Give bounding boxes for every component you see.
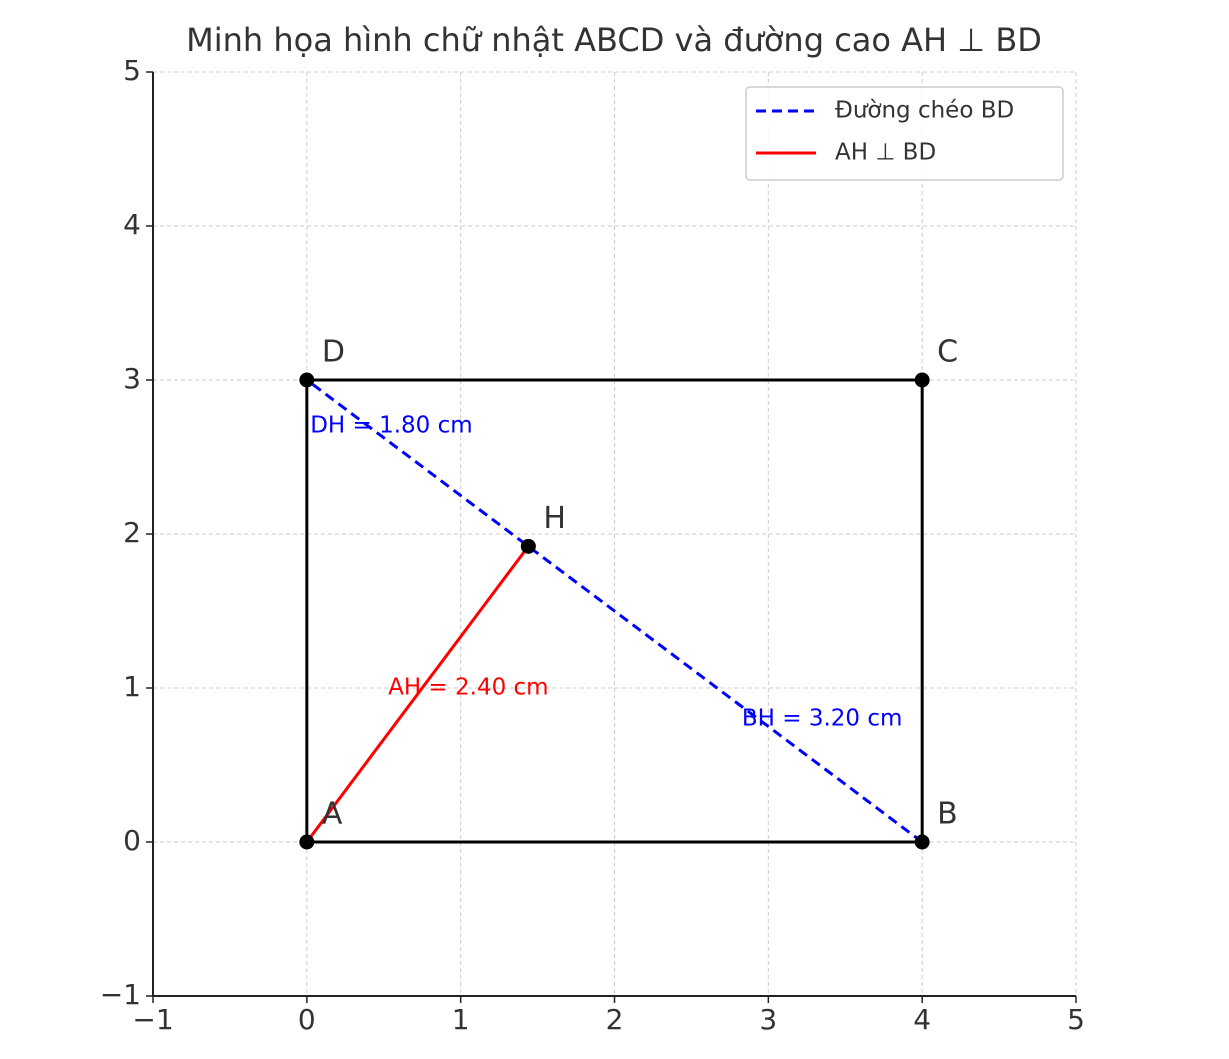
- legend: Đường chéo BD AH ⊥ BD: [745, 86, 1064, 181]
- x-tick-label: 3: [759, 1003, 777, 1036]
- y-tick-label: 3: [123, 362, 141, 395]
- x-tick-label: 1: [452, 1003, 470, 1036]
- annotation: BH = 3.20 cm: [742, 705, 903, 731]
- x-tick-label: 5: [1067, 1003, 1085, 1036]
- legend-label: Đường chéo BD: [835, 98, 1014, 124]
- point: [520, 538, 536, 554]
- series-line: [305, 545, 530, 843]
- y-tick-label: 4: [123, 208, 141, 241]
- y-tick-label: −1: [100, 978, 141, 1011]
- point-label: D: [322, 335, 345, 370]
- x-tick-label: 0: [298, 1003, 316, 1036]
- point-label: H: [543, 501, 566, 536]
- x-tick-label: 4: [913, 1003, 931, 1036]
- point-label: A: [322, 797, 343, 832]
- point: [914, 834, 930, 850]
- y-tick-label: 1: [123, 670, 141, 703]
- point: [914, 372, 930, 388]
- annotation: AH = 2.40 cm: [388, 675, 549, 701]
- point: [299, 834, 315, 850]
- annotation: DH = 1.80 cm: [310, 413, 472, 439]
- legend-box: [745, 86, 1064, 181]
- y-tick-label: 2: [123, 516, 141, 549]
- series-line: [305, 378, 924, 844]
- point: [299, 372, 315, 388]
- legend-label: AH ⊥ BD: [835, 140, 936, 166]
- point-label: C: [937, 335, 958, 370]
- y-tick-label: 5: [123, 54, 141, 87]
- x-tick-label: −1: [132, 1003, 173, 1036]
- y-tick-label: 0: [123, 824, 141, 857]
- point-label: B: [937, 797, 958, 832]
- x-tick-label: 2: [606, 1003, 624, 1036]
- chart-title: Minh họa hình chữ nhật ABCD và đường cao…: [186, 21, 1042, 59]
